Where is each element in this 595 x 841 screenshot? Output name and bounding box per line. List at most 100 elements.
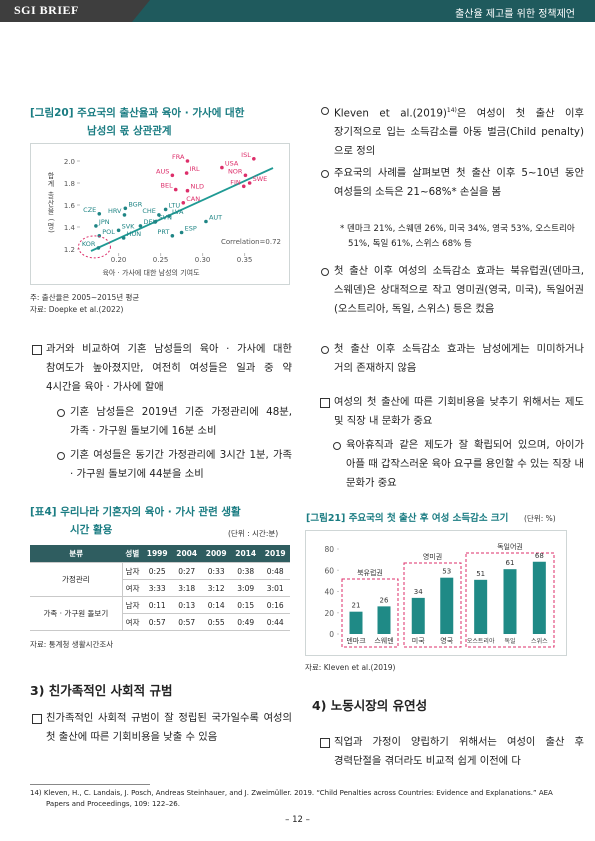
table-cell: 3:01 (260, 579, 290, 597)
table-cell: 0:57 (142, 613, 172, 631)
list-item: 기혼 남성들은 2019년 기준 가정관리에 48분, 가족 · 가구원 돌보기… (54, 403, 292, 441)
list-note: * 덴마크 21%, 스웨덴 26%, 미국 34%, 영국 53%, 오스트리… (340, 224, 575, 249)
point (97, 212, 102, 216)
value-label: 61 (506, 559, 515, 567)
point-label: POL (102, 228, 115, 236)
source: 자료: Kleven et al.(2019) (305, 663, 396, 672)
x-tick-label: 0.20 (111, 256, 127, 264)
category-cell: 가정관리 (30, 562, 123, 597)
x-axis-label: 육아 · 가사에 대한 남성의 기여도 (102, 268, 200, 277)
y-tick-label: 1.4 (64, 224, 76, 232)
paragraph: 여성의 첫 출산에 따른 기회비용을 낮추기 위해서는 제도 및 직장 내 문화… (318, 393, 584, 431)
table-cell: 0:14 (201, 596, 231, 614)
table: 분류 성별 1999 2004 2009 2014 2019 가정관리 남자 0:25 0:27 0:… (30, 545, 290, 631)
y-tick-label: 80 (324, 545, 334, 554)
bar (532, 561, 546, 634)
point (96, 246, 101, 250)
point (179, 230, 184, 235)
point (170, 173, 175, 178)
point-label: NLD (190, 183, 204, 191)
y-tick-label: 0 (329, 630, 334, 639)
table-row: 가정관리 남자 0:25 0:27 0:33 0:38 0:48 (30, 562, 290, 597)
table-cell: 0:16 (260, 596, 290, 614)
value-label: 68 (535, 552, 544, 560)
y-tick-label: 2.0 (64, 158, 75, 166)
point-label: FRA (172, 153, 185, 161)
table-unit: (단위 : 시간:분) (228, 529, 279, 538)
table-cell: 0:48 (260, 562, 290, 580)
value-label: 53 (442, 568, 451, 576)
y-tick-label: 40 (324, 588, 334, 597)
bar (503, 569, 517, 634)
table-cell: 0:11 (142, 596, 172, 614)
figure-title: 남성의 몫 상관관계 (87, 125, 172, 137)
y-axis-label: 합계 출산율 (명) (47, 171, 55, 234)
point (116, 228, 121, 233)
point-label: FIN (230, 178, 241, 186)
table-cell: 0:49 (230, 613, 261, 631)
x-tick-label: 0.25 (153, 256, 169, 264)
point (243, 173, 248, 178)
table-cell: 0:27 (171, 562, 202, 580)
point-label: LTU (169, 201, 181, 209)
table-cell: 0:33 (201, 562, 231, 580)
category-label: 미국 (412, 636, 425, 645)
x-tick-label: 0.30 (195, 256, 211, 264)
point-label: CHE (142, 207, 156, 215)
header-cell: 성별 (122, 545, 143, 563)
point-label: USA (225, 160, 239, 168)
table-cell: 0:44 (260, 613, 290, 631)
point (157, 213, 161, 217)
category-label: 오스트리아 (467, 637, 495, 645)
point (163, 207, 168, 212)
point-label: IRL (190, 165, 200, 173)
point-label: BEL (161, 182, 174, 190)
point-label: DEU (143, 218, 157, 226)
figure-title: [그림20] 주요국의 출산율과 육아 · 가사에 대한 (30, 107, 245, 119)
table-row: 가족 · 가구원 돌보기 남자 0:11 0:13 0:14 0:15 0:16 (30, 596, 290, 631)
value-label: 34 (414, 588, 423, 596)
point (185, 159, 190, 163)
point-label: CAN (186, 195, 200, 203)
table-cell: 0:38 (230, 562, 261, 580)
point (184, 171, 189, 175)
bar (411, 597, 425, 634)
table-row: 여자 0:57 0:57 0:55 0:49 0:44 (30, 613, 290, 631)
header-cell: 1999 (142, 545, 172, 563)
category-label: 덴마크 (346, 636, 366, 645)
point-label: LVA (172, 208, 184, 216)
y-tick-label: 60 (324, 566, 334, 575)
point-label: ISL (241, 151, 251, 159)
table-cell: 3:33 (142, 579, 172, 597)
source: 자료: Doepke et al.(2022) (30, 305, 124, 314)
point-label: NOR (228, 167, 243, 175)
point-label: SVN (159, 214, 173, 222)
table-cell: 여자 (122, 579, 143, 597)
point (121, 236, 126, 240)
value-label: 21 (352, 602, 361, 610)
header-row: 분류 성별 1999 2004 2009 2014 2019 (30, 545, 290, 563)
table-cell: 0:13 (171, 596, 202, 614)
footnote-ref: 14) (446, 107, 457, 114)
point-label: CZE (83, 206, 96, 214)
point (241, 184, 246, 189)
header-cell: 2014 (230, 545, 261, 563)
point-label: HUN (127, 230, 142, 238)
y-tick-label: 1.8 (64, 180, 75, 188)
figure-title: [그림21] 주요국의 첫 출산 후 여성 소득감소 크기 (306, 513, 509, 524)
point (94, 224, 98, 228)
category-label: 스위스 (531, 637, 548, 645)
point (247, 181, 252, 185)
list-item: 주요국의 사례를 살펴보면 첫 출산 이후 5~10년 동안 여성들의 소득은 … (318, 164, 584, 202)
footnote: 14) Kleven, H., C. Landais, J. Posch, An… (30, 789, 553, 808)
y-tick-label: 1.2 (64, 246, 75, 254)
paragraph: 직업과 가정이 양립하기 위해서는 여성이 출산 후 경력단절을 겪더라도 비교… (318, 733, 584, 771)
point-label: HRV (108, 207, 122, 215)
point (153, 219, 158, 224)
table-cell: 0:15 (230, 596, 261, 614)
point-label: SWE (253, 175, 268, 183)
value-label: 51 (476, 570, 485, 578)
header-brand-block (0, 0, 150, 22)
point (122, 213, 127, 217)
